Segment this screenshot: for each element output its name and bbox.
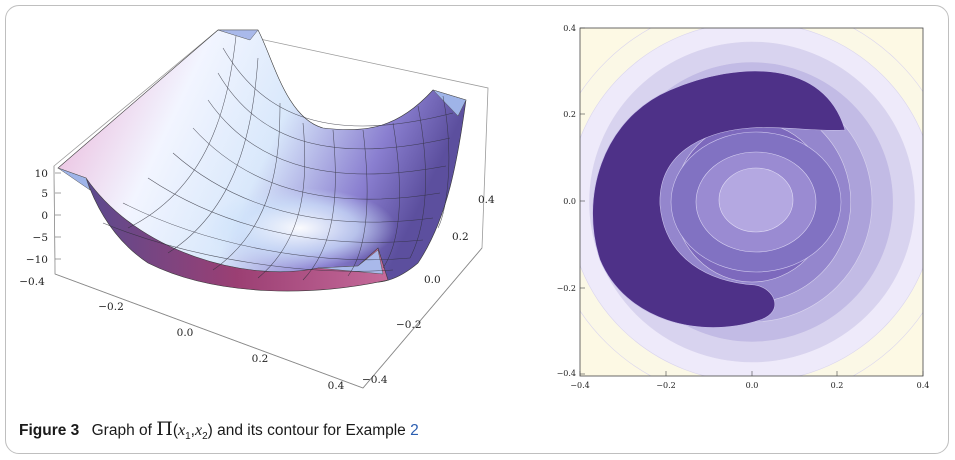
contour-x-tick-label: 0.0 [746, 381, 759, 390]
surface-saddle-highlight [168, 173, 408, 273]
y-tick-label: 0.0 [424, 274, 441, 286]
caption-text-after: and its contour for Example [217, 422, 406, 439]
contour-center [718, 167, 794, 233]
example-link[interactable]: 2 [410, 422, 419, 439]
figure-caption: Figure 3 Graph of Π(x1,x2) and its conto… [19, 418, 419, 442]
x-tick-label: 0.2 [252, 353, 269, 365]
contour-ticks [579, 27, 924, 376]
contour-plot: 0.4 0.2 0.0 −0.2 −0.4 −0.4 −0.2 0.0 0.2 … [557, 24, 930, 390]
z-tick-label: −5 [33, 232, 48, 244]
z-tick-label: 0 [41, 210, 48, 222]
bounding-box-front [54, 247, 483, 389]
contour-x-tick-label: 0.4 [917, 381, 930, 390]
contour-x-tick-label: 0.2 [831, 381, 844, 390]
surface-mesh [102, 35, 454, 281]
y-tick-label: −0.4 [362, 374, 388, 386]
surface-corner-front [317, 249, 384, 275]
x-tick-label: −0.4 [19, 276, 45, 288]
contour-frame [579, 27, 924, 377]
figure-label: Figure 3 [19, 422, 80, 439]
contour-x-tick-label: −0.4 [570, 381, 589, 390]
contour-y-tick-label: 0.2 [563, 110, 576, 119]
y-tick-label: 0.4 [478, 194, 495, 206]
contour-y-tick-label: −0.4 [557, 369, 576, 378]
surface-plot: 10 5 0 −5 −10 −0.4 −0.2 0.0 0.2 0.4 0.4 … [19, 29, 495, 392]
caption-args: (x1,x2) [172, 422, 213, 443]
x-tick-label: 0.4 [328, 380, 345, 392]
pi-symbol: Π [156, 418, 173, 440]
z-axis [55, 172, 61, 260]
x-tick-label: −0.2 [98, 301, 124, 313]
contour-y-tick-label: 0.4 [563, 24, 576, 33]
contour-y-tick-label: 0.0 [563, 197, 576, 206]
y-tick-label: −0.2 [396, 319, 422, 331]
z-tick-label: 5 [41, 188, 48, 200]
contour-x-tick-label: −0.2 [656, 381, 675, 390]
z-tick-label: 10 [35, 168, 48, 180]
z-tick-label: −10 [26, 254, 48, 266]
x-tick-label: 0.0 [177, 327, 194, 339]
contour-y-tick-label: −0.2 [557, 284, 576, 293]
surface-corner-back [217, 29, 259, 41]
y-tick-label: 0.2 [452, 231, 469, 243]
surface-corner-right [432, 89, 467, 117]
caption-text-before: Graph of [91, 422, 152, 439]
surface-corner-left [57, 167, 91, 191]
contour-crescent [592, 70, 846, 328]
surface-rim [85, 177, 389, 292]
